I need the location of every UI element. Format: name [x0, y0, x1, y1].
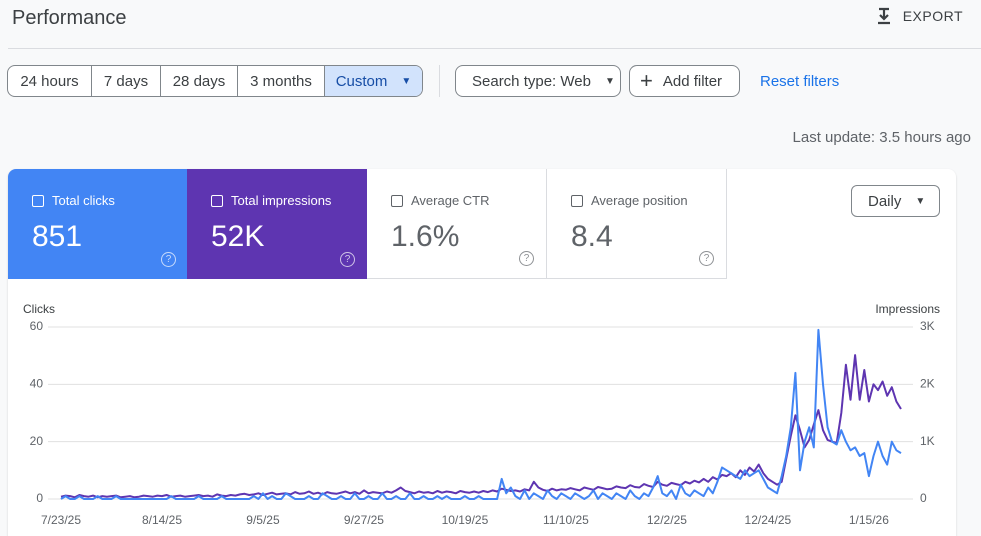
- metric-label: Total impressions: [211, 193, 367, 208]
- page-title: Performance: [12, 7, 127, 29]
- x-tick-label: 11/10/25: [543, 513, 589, 527]
- dropdown-arrow: ▼: [401, 75, 412, 87]
- y-tick-label: 40: [30, 377, 44, 391]
- add-filter-label: Add filter: [662, 72, 723, 90]
- metric-label: Average CTR: [391, 193, 546, 208]
- y2-axis-title: Impressions: [875, 302, 940, 316]
- export-button[interactable]: EXPORT: [875, 7, 963, 25]
- metric-name: Average position: [591, 193, 688, 208]
- help-icon[interactable]: ?: [519, 251, 534, 266]
- metric-label: Average position: [571, 193, 726, 208]
- granularity-label: Daily: [868, 192, 902, 210]
- x-tick-label: 12/2/25: [647, 513, 687, 527]
- separator: [439, 65, 440, 97]
- reset-filters-link[interactable]: Reset filters: [760, 73, 840, 90]
- add-filter-button[interactable]: + Add filter: [629, 65, 740, 97]
- range-selector: 24 hours 7 days 28 days 3 months Custom ▼: [7, 65, 423, 97]
- search-type-button[interactable]: Search type: Web ▼: [455, 65, 621, 97]
- metric-card[interactable]: Average CTR 1.6%?: [367, 169, 547, 279]
- range-label: Custom: [335, 72, 388, 90]
- metric-label: Total clicks: [32, 193, 188, 208]
- export-label: EXPORT: [902, 8, 963, 24]
- dropdown-arrow: ▼: [915, 195, 926, 207]
- metric-card[interactable]: Average position 8.4?: [547, 169, 727, 279]
- series-line: [60, 328, 902, 500]
- range-option[interactable]: 3 months: [238, 66, 325, 96]
- range-option-selected[interactable]: Custom ▼: [325, 66, 422, 96]
- x-tick-label: 7/23/25: [41, 513, 81, 527]
- plus-icon: +: [640, 68, 653, 93]
- x-tick-label: 9/5/25: [246, 513, 280, 527]
- y-tick-label: 60: [30, 319, 44, 333]
- metric-value: 851: [32, 220, 83, 253]
- metric-name: Total clicks: [52, 193, 115, 208]
- y-tick-label: 0: [36, 491, 43, 505]
- y2-tick-label: 2K: [920, 377, 935, 391]
- help-icon[interactable]: ?: [161, 252, 176, 267]
- divider: [8, 48, 981, 49]
- metric-card[interactable]: Total clicks 851?: [8, 169, 188, 279]
- x-tick-label: 8/14/25: [142, 513, 182, 527]
- metric-name: Total impressions: [231, 193, 332, 208]
- range-option[interactable]: 7 days: [92, 66, 161, 96]
- range-option[interactable]: 28 days: [161, 66, 238, 96]
- y-tick-label: 20: [30, 434, 44, 448]
- dropdown-arrow: ▼: [604, 75, 615, 87]
- help-icon[interactable]: ?: [340, 252, 355, 267]
- metric-value: 52K: [211, 220, 265, 253]
- x-tick-label: 1/15/26: [849, 513, 889, 527]
- x-tick-label: 10/19/25: [442, 513, 489, 527]
- granularity-button[interactable]: Daily ▼: [851, 185, 940, 217]
- search-type-label: Search type: Web: [472, 72, 591, 90]
- y2-tick-label: 1K: [920, 434, 935, 448]
- x-tick-label: 12/24/25: [745, 513, 792, 527]
- range-option[interactable]: 24 hours: [8, 66, 92, 96]
- y2-tick-label: 3K: [920, 319, 935, 333]
- download-icon: [877, 7, 890, 25]
- last-update: Last update: 3.5 hours ago: [792, 129, 971, 146]
- help-icon[interactable]: ?: [699, 251, 714, 266]
- x-tick-label: 9/27/25: [344, 513, 384, 527]
- metric-name: Average CTR: [411, 193, 490, 208]
- y2-tick-label: 0: [920, 491, 927, 505]
- metric-card[interactable]: Total impressions 52K?: [187, 169, 367, 279]
- series-line: [60, 354, 902, 499]
- metric-value: 8.4: [571, 220, 613, 253]
- y-axis-title: Clicks: [23, 302, 55, 316]
- metric-value: 1.6%: [391, 220, 460, 253]
